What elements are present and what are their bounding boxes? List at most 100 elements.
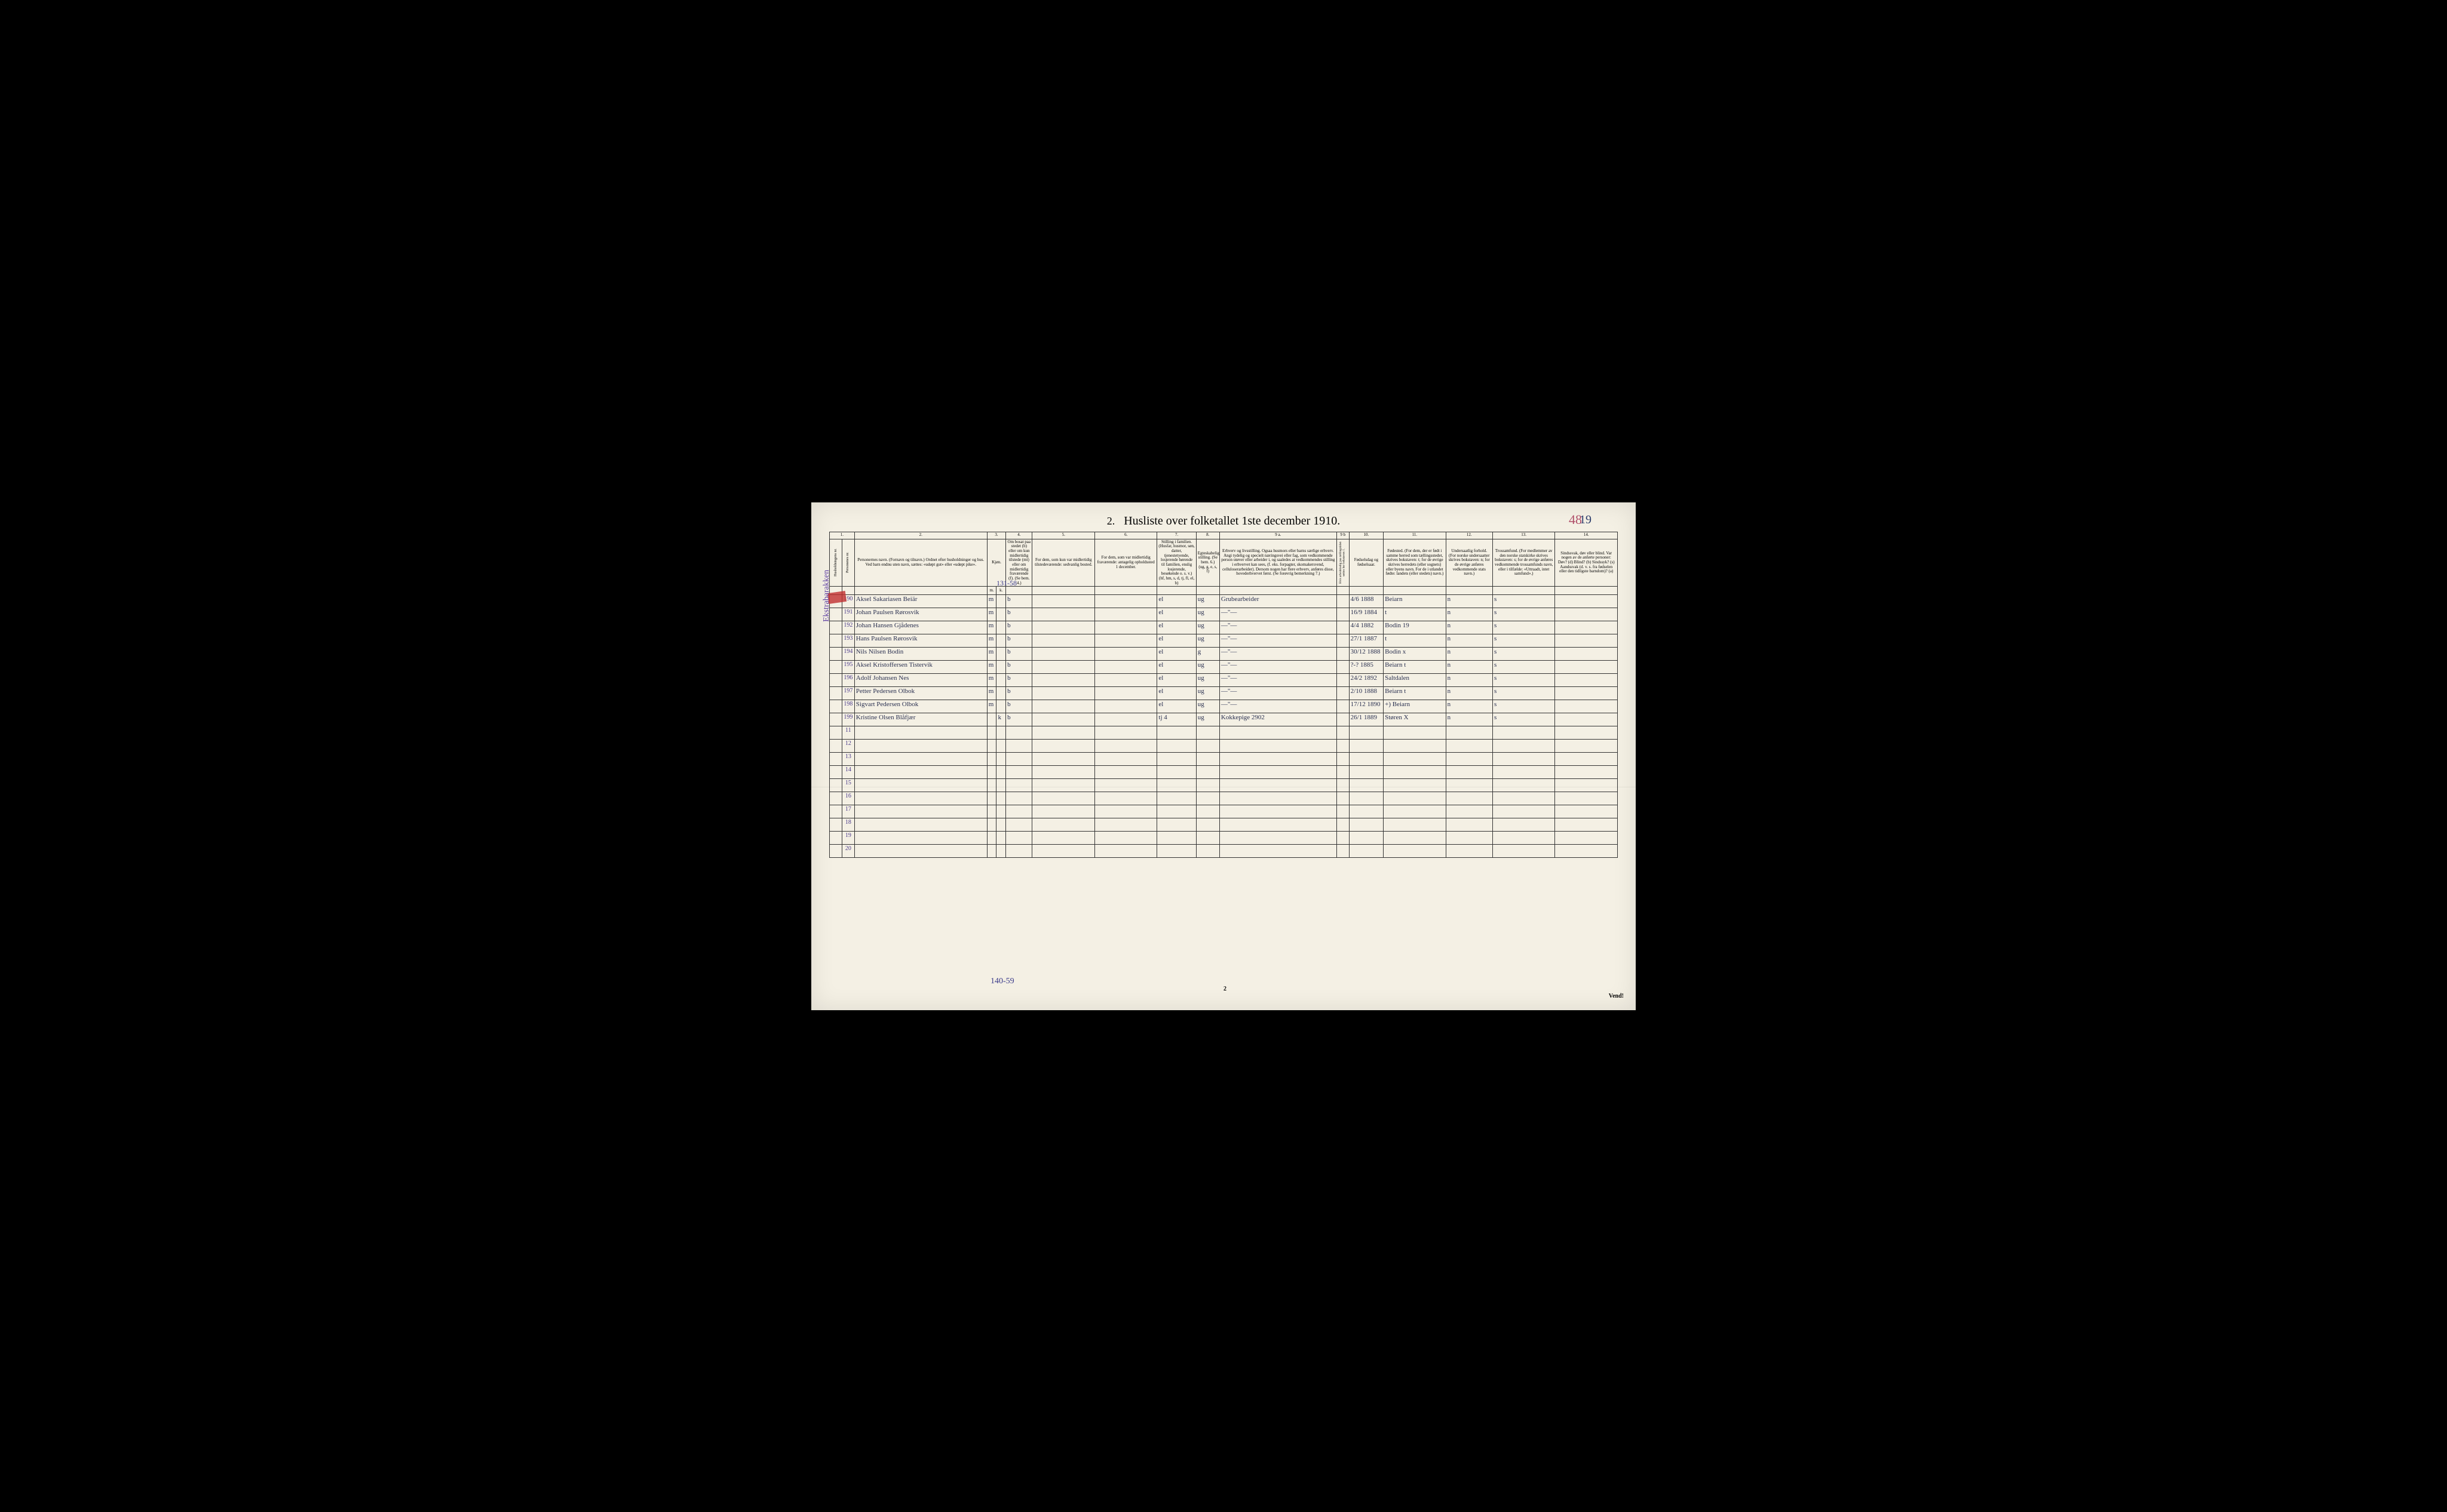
colnum-10: 10.	[1349, 532, 1383, 539]
person-number: 19	[842, 832, 854, 845]
col-header-row: Husholdningens nr. Personenes nr. Person…	[830, 539, 1618, 587]
table-row: 198Sigvart Pedersen Olbokmbelug—"—17/12 …	[830, 700, 1618, 713]
person-number: 11	[842, 726, 854, 740]
census-table: 1. 2. 3. 4. 5. 6. 7. 8. 9 a. 9 b 10. 11.…	[829, 532, 1618, 858]
colnum-9b: 9 b	[1336, 532, 1349, 539]
person-name: Hans Paulsen Rørosvik	[854, 634, 987, 648]
colnum-6: 6.	[1094, 532, 1157, 539]
occupation: —"—	[1219, 700, 1336, 713]
hdr-marital: Egteskabelig stilling. (Se bem. 6.) (ug,…	[1196, 539, 1219, 587]
table-row: 196Adolf Johansen Nesmbelug—"—24/2 1892S…	[830, 674, 1618, 687]
vend-label: Vend!	[1609, 993, 1624, 999]
table-row-empty: 11	[830, 726, 1618, 740]
person-number: 20	[842, 845, 854, 858]
person-number: 12	[842, 740, 854, 753]
person-number: 13	[842, 753, 854, 766]
table-row-empty: 13	[830, 753, 1618, 766]
hdr-person-no: Personenes nr.	[842, 539, 854, 587]
occupation: —"—	[1219, 608, 1336, 621]
col-number-row: 1. 2. 3. 4. 5. 6. 7. 8. 9 a. 9 b 10. 11.…	[830, 532, 1618, 539]
person-number: 199	[842, 713, 854, 726]
table-row: 193Hans Paulsen Rørosvikmbelug—"—27/1 18…	[830, 634, 1618, 648]
person-number: 198	[842, 700, 854, 713]
sub-header-row: m. k.	[830, 587, 1618, 595]
bottom-note: 140-59	[991, 977, 1014, 986]
occupation: Grubearbeider	[1219, 595, 1336, 608]
person-name: Adolf Johansen Nes	[854, 674, 987, 687]
colnum-14: 14.	[1555, 532, 1618, 539]
person-number: 194	[842, 648, 854, 661]
person-name: Kristine Olsen Blåfjær	[854, 713, 987, 726]
colnum-12: 12.	[1446, 532, 1492, 539]
colnum-9a: 9 a.	[1219, 532, 1336, 539]
table-row-empty: 14	[830, 766, 1618, 779]
hdr-religion: Trossamfund. (For medlemmer av den norsk…	[1492, 539, 1554, 587]
person-name: Petter Pedersen Olbok	[854, 687, 987, 700]
occupation: —"—	[1219, 661, 1336, 674]
person-name: Johan Paulsen Rørosvik	[854, 608, 987, 621]
census-page: Ekstrabarakken 2. Husliste over folketal…	[811, 502, 1636, 1010]
table-row: 195Aksel Kristoffersen Tistervikmbelug—"…	[830, 661, 1618, 674]
person-number: 197	[842, 687, 854, 700]
person-number: 195	[842, 661, 854, 674]
title-prefix: 2.	[1107, 515, 1115, 527]
occupation: Kokkepige 2902	[1219, 713, 1336, 726]
hdr-temp-present: For dem, som kun var midlertidig tilsted…	[1032, 539, 1094, 587]
table-row-empty: 16	[830, 792, 1618, 805]
colnum-13: 13.	[1492, 532, 1554, 539]
table-row-empty: 18	[830, 818, 1618, 832]
person-number: 16	[842, 792, 854, 805]
table-row: 199Kristine Olsen Blåfjærkbtj 4ugKokkepi…	[830, 713, 1618, 726]
hdr-birthplace: Fødested. (For dem, der er født i samme …	[1384, 539, 1446, 587]
footer-page-number: 2	[1224, 986, 1226, 992]
occupation: —"—	[1219, 648, 1336, 661]
person-number: 192	[842, 621, 854, 634]
person-name: Aksel Sakariasen Beiär	[854, 595, 987, 608]
person-number: 14	[842, 766, 854, 779]
subhdr-male: m.	[987, 587, 996, 595]
occupation: —"—	[1219, 634, 1336, 648]
page-title-row: 2. Husliste over folketallet 1ste decemb…	[829, 514, 1618, 528]
occupation: —"—	[1219, 621, 1336, 634]
occupation: —"—	[1219, 674, 1336, 687]
hdr-occupation: Erhverv og livsstilling. Ogsaa husmors e…	[1219, 539, 1336, 587]
table-row-empty: 19	[830, 832, 1618, 845]
person-name: Sigvart Pedersen Olbok	[854, 700, 987, 713]
colnum-4: 4.	[1006, 532, 1032, 539]
colnum-7: 7.	[1157, 532, 1196, 539]
table-row: 190Aksel Sakariasen BeiärmbelugGrubearbe…	[830, 595, 1618, 608]
person-number: 193	[842, 634, 854, 648]
colnum-8: 8.	[1196, 532, 1219, 539]
person-name: Aksel Kristoffersen Tistervik	[854, 661, 987, 674]
person-number: 191	[842, 608, 854, 621]
hdr-dob: Fødselsdag og fødselsaar.	[1349, 539, 1383, 587]
person-name: Nils Nilsen Bodin	[854, 648, 987, 661]
person-name: Johan Hansen Gjådenes	[854, 621, 987, 634]
hand-page-blue: 19	[1580, 513, 1592, 527]
table-row: 192Johan Hansen Gjådenesmbelug—"—4/4 188…	[830, 621, 1618, 634]
table-row-empty: 15	[830, 779, 1618, 792]
hdr-unemployed: Hvis arbeidsledig paa tællingstiden sætt…	[1336, 539, 1349, 587]
table-body: 190Aksel Sakariasen BeiärmbelugGrubearbe…	[830, 595, 1618, 858]
colnum-1: 1.	[830, 532, 855, 539]
person-number: 17	[842, 805, 854, 818]
hdr-name: Personernes navn. (Fornavn og tilnavn.) …	[854, 539, 987, 587]
colnum-2: 2.	[854, 532, 987, 539]
colnum-11: 11.	[1384, 532, 1446, 539]
table-row: 194Nils Nilsen Bodinmbelg—"—30/12 1888Bo…	[830, 648, 1618, 661]
occupation: —"—	[1219, 687, 1336, 700]
table-row-empty: 12	[830, 740, 1618, 753]
colnum-5: 5.	[1032, 532, 1094, 539]
table-row: 197Petter Pedersen Olbokmbelug—"—2/10 18…	[830, 687, 1618, 700]
hdr-nationality: Undersaatlig forhold. (For norske unders…	[1446, 539, 1492, 587]
subhdr-female: k.	[996, 587, 1006, 595]
colnum-3: 3.	[987, 532, 1005, 539]
person-number: 15	[842, 779, 854, 792]
hdr-temp-absent: For dem, som var midlertidig fraværende:…	[1094, 539, 1157, 587]
person-number: 196	[842, 674, 854, 687]
person-number: 18	[842, 818, 854, 832]
page-title: Husliste over folketallet 1ste december …	[1124, 514, 1340, 527]
table-row-empty: 17	[830, 805, 1618, 818]
hdr-disability: Sindssvak, døv eller blind. Var nogen av…	[1555, 539, 1618, 587]
table-row: 191Johan Paulsen Rørosvikmbelug—"—16/9 1…	[830, 608, 1618, 621]
